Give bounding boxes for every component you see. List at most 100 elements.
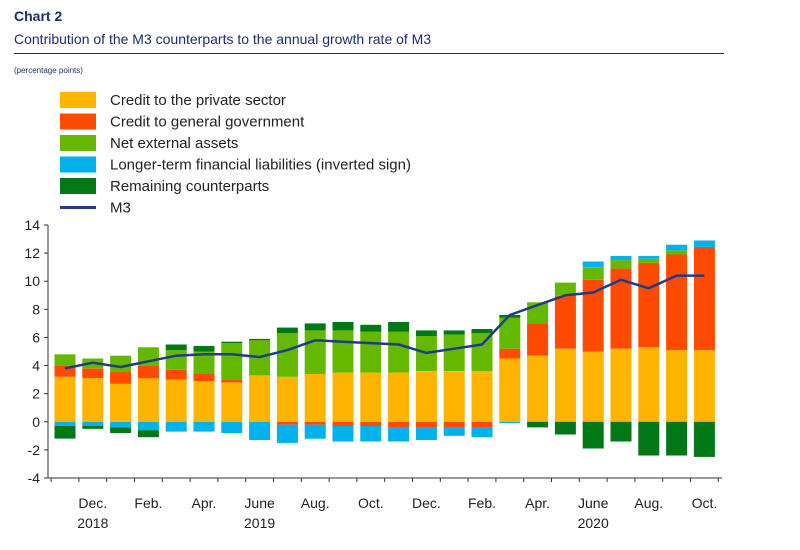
bar-credit-to-general-government-2 (110, 371, 132, 384)
legend-swatch-credit-to-the-private-sector (60, 92, 96, 108)
y-tick-label: -2 (28, 442, 41, 458)
bar-net-external-assets-22 (666, 250, 688, 255)
bar-credit-to-general-government-0 (54, 365, 76, 377)
bar-credit-to-the-private-sector-7 (249, 375, 271, 422)
x-year-label: 2019 (244, 515, 275, 531)
x-tick-label: Feb. (468, 495, 496, 511)
bar-longer-term-financial-liabilities-inverted-sign-11 (360, 426, 382, 442)
x-tick-label: June (578, 495, 609, 511)
bar-longer-term-financial-liabilities-inverted-sign-1 (82, 421, 104, 426)
title-divider (14, 53, 724, 54)
legend-label-net-external-assets: Net external assets (110, 135, 238, 152)
bars-layer (54, 240, 715, 457)
axes: -4 -2 0 2 4 6 8 10 12 14 Dec. 2018 Feb. Apr. June 2019 A… (24, 217, 722, 531)
bar-credit-to-general-government-17 (527, 323, 549, 356)
legend-label-m3: M3 (110, 200, 131, 217)
bar-remaining-counterparts-18 (554, 421, 576, 435)
x-tick-label: Apr. (192, 495, 217, 511)
bar-net-external-assets-10 (332, 330, 354, 373)
bar-credit-to-general-government-3 (137, 365, 159, 379)
legend-label-longer-term-financial-liabilities-inverted-sign: Longer-term financial liabilities (inver… (110, 157, 411, 174)
x-year-label: 2020 (578, 515, 609, 531)
bar-credit-to-the-private-sector-3 (137, 378, 159, 422)
bar-longer-term-financial-liabilities-inverted-sign-8 (276, 424, 298, 443)
bar-credit-to-general-government-14 (443, 421, 465, 428)
y-tick-label: 2 (32, 386, 40, 402)
bar-credit-to-the-private-sector-21 (638, 347, 660, 422)
bar-credit-to-the-private-sector-1 (82, 378, 104, 422)
bar-longer-term-financial-liabilities-inverted-sign-15 (471, 427, 493, 438)
bar-net-external-assets-20 (610, 260, 632, 269)
bar-remaining-counterparts-23 (693, 421, 715, 457)
bar-credit-to-the-private-sector-19 (582, 351, 604, 422)
bar-longer-term-financial-liabilities-inverted-sign-4 (165, 421, 187, 432)
bar-net-external-assets-18 (554, 282, 576, 296)
series-line-m3 (64, 274, 705, 370)
bar-remaining-counterparts-5 (193, 345, 215, 352)
bar-remaining-counterparts-0 (54, 426, 76, 439)
bar-credit-to-general-government-19 (582, 279, 604, 352)
bar-credit-to-the-private-sector-20 (610, 348, 632, 422)
legend-swatch-longer-term-financial-liabilities-inverted-sign (60, 156, 96, 173)
bar-credit-to-the-private-sector-15 (471, 371, 493, 422)
bar-net-external-assets-4 (165, 350, 187, 370)
bar-net-external-assets-21 (638, 258, 660, 263)
bar-longer-term-financial-liabilities-inverted-sign-22 (666, 244, 688, 251)
y-tick-label: 4 (32, 358, 40, 374)
bar-credit-to-the-private-sector-18 (554, 348, 576, 422)
chart-title: Contribution of the M3 counterparts to t… (14, 31, 432, 47)
bar-net-external-assets-15 (471, 333, 493, 372)
x-year-label: 2018 (77, 515, 108, 531)
legend-swatch-net-external-assets (60, 135, 96, 151)
bar-longer-term-financial-liabilities-inverted-sign-23 (693, 240, 715, 248)
bar-longer-term-financial-liabilities-inverted-sign-13 (415, 427, 437, 441)
x-tick-label: Aug. (301, 495, 330, 511)
y-tick-label: -4 (28, 470, 41, 486)
bar-remaining-counterparts-14 (443, 330, 465, 335)
bar-longer-term-financial-liabilities-inverted-sign-16 (499, 421, 521, 424)
bar-credit-to-the-private-sector-11 (360, 372, 382, 422)
bar-remaining-counterparts-15 (471, 329, 493, 334)
bar-credit-to-the-private-sector-8 (276, 376, 298, 422)
x-tick-label: June (244, 495, 275, 511)
y-tick-label: 14 (24, 217, 40, 233)
bar-credit-to-the-private-sector-9 (304, 374, 326, 422)
x-tick-label: Aug. (634, 495, 663, 511)
legend-label-credit-to-the-private-sector: Credit to the private sector (110, 92, 286, 109)
bar-remaining-counterparts-2 (110, 427, 132, 433)
bar-credit-to-the-private-sector-14 (443, 371, 465, 422)
bar-credit-to-the-private-sector-4 (165, 379, 187, 422)
bar-credit-to-general-government-4 (165, 369, 187, 380)
bar-longer-term-financial-liabilities-inverted-sign-3 (137, 421, 159, 431)
bar-credit-to-general-government-10 (332, 421, 354, 426)
bar-remaining-counterparts-21 (638, 421, 660, 456)
bar-net-external-assets-0 (54, 354, 76, 366)
bar-credit-to-general-government-16 (499, 348, 521, 359)
bar-credit-to-general-government-6 (221, 379, 243, 383)
legend-swatch-remaining-counterparts (60, 178, 96, 194)
bar-remaining-counterparts-12 (388, 322, 410, 332)
y-tick-label: 8 (32, 301, 40, 317)
bar-net-external-assets-6 (221, 343, 243, 380)
bar-credit-to-general-government-9 (304, 421, 326, 425)
bar-longer-term-financial-liabilities-inverted-sign-14 (443, 427, 465, 436)
bar-longer-term-financial-liabilities-inverted-sign-12 (388, 427, 410, 442)
bar-longer-term-financial-liabilities-inverted-sign-9 (304, 424, 326, 439)
bar-credit-to-general-government-18 (554, 295, 576, 349)
m3-line-layer (64, 274, 705, 370)
bar-remaining-counterparts-19 (582, 421, 604, 449)
x-tick-label: Oct. (358, 495, 384, 511)
bar-credit-to-the-private-sector-16 (499, 358, 521, 422)
legend-swatch-credit-to-general-government (60, 113, 96, 130)
bar-credit-to-the-private-sector-22 (666, 350, 688, 422)
x-tick-label: Apr. (525, 495, 550, 511)
bar-credit-to-the-private-sector-6 (221, 382, 243, 422)
x-tick-label: Dec. (78, 495, 107, 511)
bar-credit-to-the-private-sector-17 (527, 355, 549, 422)
bar-remaining-counterparts-22 (666, 421, 688, 456)
bar-net-external-assets-9 (304, 330, 326, 374)
bar-remaining-counterparts-13 (415, 330, 437, 336)
bar-remaining-counterparts-3 (137, 430, 159, 438)
bar-longer-term-financial-liabilities-inverted-sign-2 (110, 421, 132, 428)
